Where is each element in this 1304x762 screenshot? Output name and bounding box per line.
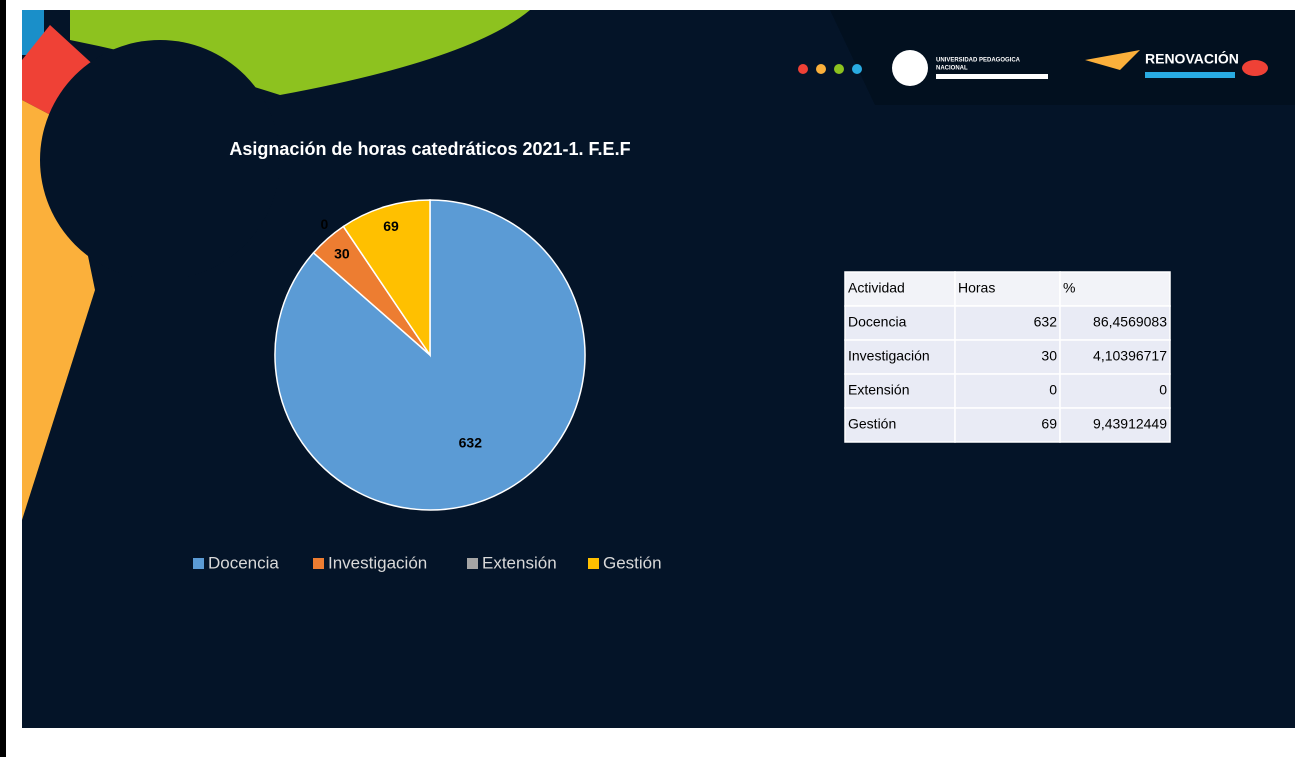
table-text: 0 bbox=[1159, 382, 1167, 398]
table-text: Investigación bbox=[848, 348, 930, 364]
logo-text: RENOVACIÓN bbox=[1145, 50, 1239, 67]
table-cell bbox=[1059, 339, 1171, 375]
table-text: 86,4569083 bbox=[1093, 314, 1167, 330]
data-label: 632 bbox=[459, 435, 483, 451]
table-cell bbox=[1059, 407, 1171, 443]
table-text: 69 bbox=[1041, 416, 1057, 432]
logo-text: UNIVERSIDAD PEDAGOGICA bbox=[936, 58, 1021, 64]
table-text: Extensión bbox=[848, 382, 909, 398]
logos: UNIVERSIDAD PEDAGOGICA NACIONAL RENOVACI… bbox=[798, 50, 1268, 86]
table-text: 9,43912449 bbox=[1093, 416, 1167, 432]
logo-text: NACIONAL bbox=[936, 66, 968, 72]
data-label: 30 bbox=[334, 246, 350, 262]
table-text: Docencia bbox=[848, 314, 907, 330]
data-label: 69 bbox=[383, 218, 399, 234]
legend-swatch bbox=[467, 558, 478, 569]
table-cell bbox=[954, 373, 1061, 409]
table-text: 0 bbox=[1049, 382, 1057, 398]
legend-swatch bbox=[588, 558, 599, 569]
table-header: Horas bbox=[958, 280, 995, 296]
table-cell bbox=[1059, 271, 1171, 307]
left-border bbox=[0, 0, 6, 757]
table-cell bbox=[1059, 373, 1171, 409]
chart-title: Asignación de horas catedráticos 2021-1.… bbox=[229, 139, 630, 159]
legend-swatch bbox=[313, 558, 324, 569]
legend-label: Gestión bbox=[603, 553, 662, 572]
table-cell bbox=[1059, 305, 1171, 341]
table-header: Actividad bbox=[848, 280, 905, 296]
table-header: % bbox=[1063, 280, 1075, 296]
table-text: 30 bbox=[1041, 348, 1057, 364]
table-cell bbox=[954, 407, 1061, 443]
table-text: Gestión bbox=[848, 416, 896, 432]
legend-swatch bbox=[193, 558, 204, 569]
decoration bbox=[22, 10, 1295, 520]
pie-slice bbox=[342, 199, 431, 358]
legend-label: Extensión bbox=[482, 553, 557, 572]
legend-label: Docencia bbox=[208, 553, 279, 572]
table-text: 4,10396717 bbox=[1093, 348, 1167, 364]
table-text: 632 bbox=[1034, 314, 1058, 330]
table-cell bbox=[844, 407, 956, 443]
data-label: 0 bbox=[320, 216, 328, 232]
pie-slice bbox=[274, 199, 586, 511]
legend-label: Investigación bbox=[328, 553, 427, 572]
